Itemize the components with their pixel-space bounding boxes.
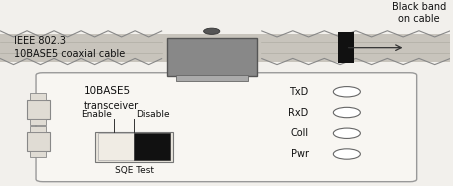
Bar — [98, 133, 134, 160]
Circle shape — [203, 28, 220, 34]
FancyBboxPatch shape — [36, 73, 417, 182]
Bar — [176, 75, 248, 81]
Circle shape — [333, 86, 360, 97]
Circle shape — [333, 149, 360, 159]
Bar — [134, 133, 170, 160]
Circle shape — [333, 128, 360, 138]
Bar — [27, 100, 49, 118]
Circle shape — [333, 107, 360, 118]
Text: Pwr: Pwr — [290, 149, 308, 159]
Text: RxD: RxD — [288, 108, 308, 118]
Text: Coll: Coll — [290, 128, 308, 138]
Text: Black band
on cable: Black band on cable — [392, 2, 446, 24]
FancyBboxPatch shape — [167, 38, 257, 76]
Bar — [30, 151, 46, 158]
Text: IEEE 802.3
10BASE5 coaxial cable: IEEE 802.3 10BASE5 coaxial cable — [14, 36, 125, 59]
Bar — [27, 132, 49, 151]
Text: 10BASE5: 10BASE5 — [83, 86, 130, 96]
Text: TxD: TxD — [289, 87, 308, 97]
Bar — [0, 34, 450, 62]
Bar — [30, 126, 46, 132]
Text: transceiver: transceiver — [83, 101, 139, 111]
Bar — [30, 118, 46, 125]
Bar — [30, 94, 46, 100]
Text: Enable: Enable — [81, 110, 112, 118]
FancyBboxPatch shape — [95, 132, 173, 162]
Text: Disable: Disable — [136, 110, 170, 118]
Text: SQE Test: SQE Test — [115, 166, 154, 175]
Bar — [338, 32, 354, 63]
